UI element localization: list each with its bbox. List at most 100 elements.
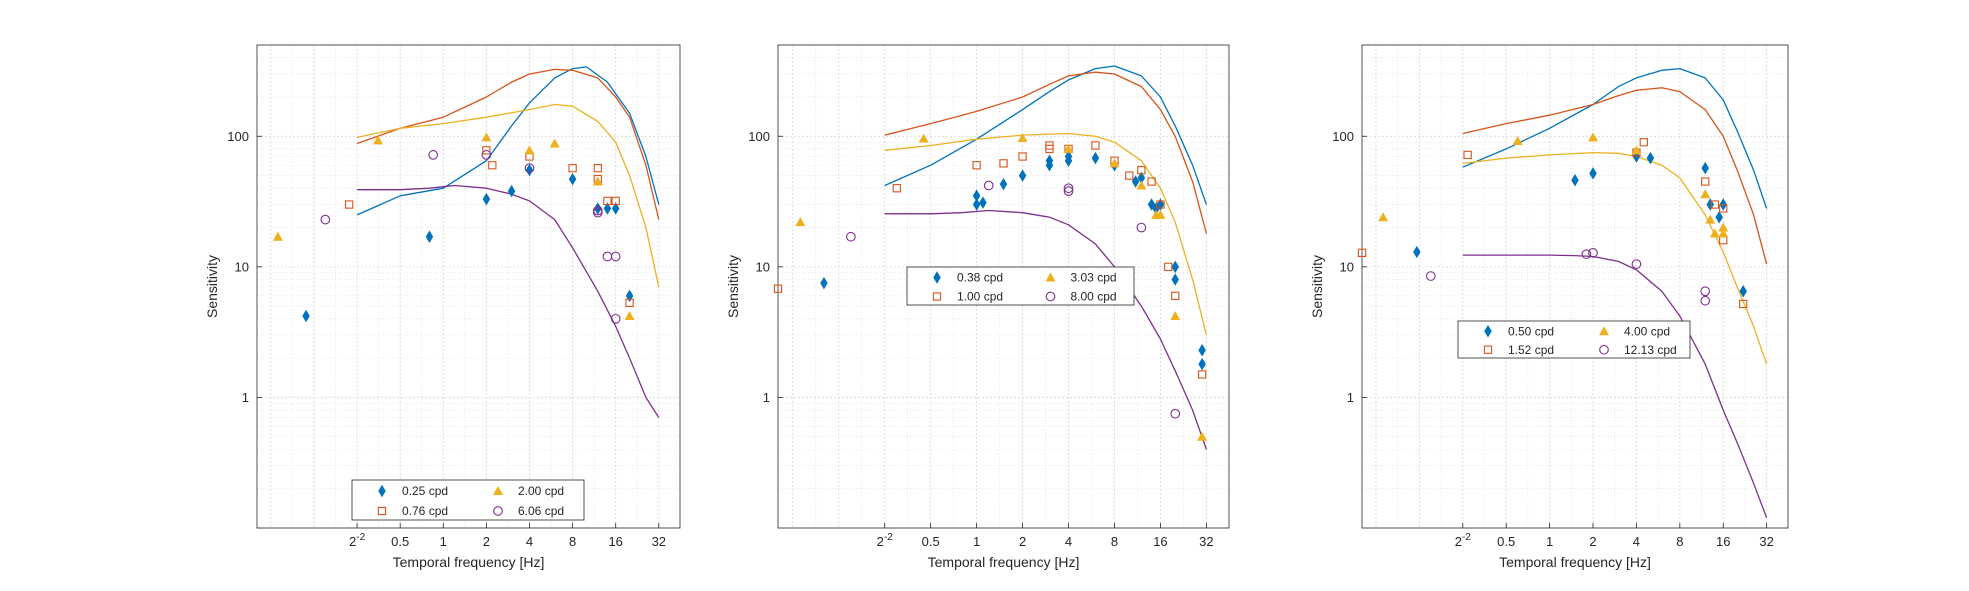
data-point [1718,222,1729,232]
data-point [344,200,354,209]
data-point [1136,180,1147,190]
legend: 0.25 cpd 0.76 cpd 2.00 cpd 6.06 cpd [351,479,585,521]
data-point [592,176,603,186]
data-point [1063,186,1074,196]
legend-label: 6.06 cpd [518,504,564,518]
axes-box [256,44,681,529]
x-axis-label: Temporal frequency [Hz] [393,554,545,570]
data-point [602,251,613,262]
data-point [1063,183,1074,194]
y-tick-label: 10 [235,259,249,274]
y-tick-label: 1 [1347,390,1354,405]
x-tick-label: 16 [1716,534,1730,549]
legend-marker [1045,291,1056,302]
data-point [482,192,491,206]
data-point [625,289,634,303]
data-point [1197,370,1207,379]
model-curve [1462,151,1768,365]
data-point [481,132,492,142]
data-point [1109,158,1120,168]
data-point [1710,200,1720,209]
x-tick-label: 0.5 [391,534,409,549]
x-tick-label: 8 [1111,534,1118,549]
model-curve [356,66,660,216]
model-curve [357,184,660,418]
x-tick-label: 8 [1676,534,1683,549]
data-point [524,145,535,155]
axes-box [777,44,1230,529]
data-point [373,135,384,145]
data-point [1131,175,1140,188]
y-tick-label: 10 [1340,259,1354,274]
data-point [1171,273,1179,286]
x-tick-label: 1 [973,534,980,549]
x-tick-label: 4 [1065,534,1072,549]
x-tick-label: 0.5 [922,534,940,549]
legend-marker [1045,272,1056,282]
data-point [1715,210,1723,224]
data-point [610,251,621,262]
grid [778,44,1229,529]
model-curve [884,132,1208,336]
data-point [773,284,783,293]
data-point [1709,228,1720,238]
legend-marker [932,292,942,301]
legend-marker [1484,325,1492,338]
data-point [845,231,856,242]
legend-marker [1599,344,1609,355]
data-point [320,214,331,225]
model-curve [1462,87,1768,265]
legend-box [351,479,585,521]
chart-panel-2: 2-2 0.5 1 2 4 8 16 32 1 10 100 Temporal frequency [… [725,44,1230,570]
x-tick-label: 32 [1759,534,1773,549]
legend-label: 1.52 cpd [1508,343,1554,357]
data-point [568,172,577,186]
legend-label: 8.00 cpd [1071,290,1117,304]
legend-label: 0.38 cpd [957,271,1003,285]
legend-label: 0.50 cpd [1508,324,1554,338]
data-point [1463,150,1472,160]
data-point [1646,151,1655,165]
chart-panel-3: 2-2 0.5 1 2 4 8 16 32 1 10 100 Temporal frequency [… [1309,44,1789,570]
x-tick-label: 1 [1546,534,1553,549]
x-tick-label: 32 [1199,534,1213,549]
data-point [1739,299,1748,309]
data-point [1018,152,1027,161]
x-tick-label: 4 [1633,534,1640,549]
data-point [425,230,434,244]
y-tick-label: 10 [756,259,770,274]
data-point [979,196,987,209]
data-point [1739,285,1747,298]
x-tick-label: 4 [526,534,533,549]
data-point [1357,248,1367,257]
y-tick-label: 1 [242,390,249,405]
data-point [593,163,602,173]
data-point [1164,262,1173,271]
x-tick-label: 0.5 [1497,534,1515,549]
legend-marker [1483,345,1493,354]
data-point [1171,291,1180,300]
model-curve [884,71,1208,234]
legend-marker [378,484,386,498]
data-point [592,205,603,216]
x-tick-label: 16 [1153,534,1167,549]
data-point [1017,132,1028,142]
y-tick-label: 100 [1332,129,1354,144]
x-tick-label: 1 [440,534,447,549]
legend-marker [1599,326,1609,336]
x-tick-label: 2-2 [349,532,366,549]
data-point [611,196,620,206]
x-tick-label: 2 [1589,534,1596,549]
data-point [625,298,634,307]
data-point [1701,161,1709,175]
legend-box [1457,320,1691,359]
legend-marker [493,506,503,516]
data-point [568,163,577,173]
x-axis-label: Temporal frequency [Hz] [1499,554,1651,570]
data-point [603,196,612,206]
data-point [999,159,1008,168]
model-curve [1462,254,1768,518]
data-point [525,163,534,177]
x-tick-label: 8 [569,534,576,549]
